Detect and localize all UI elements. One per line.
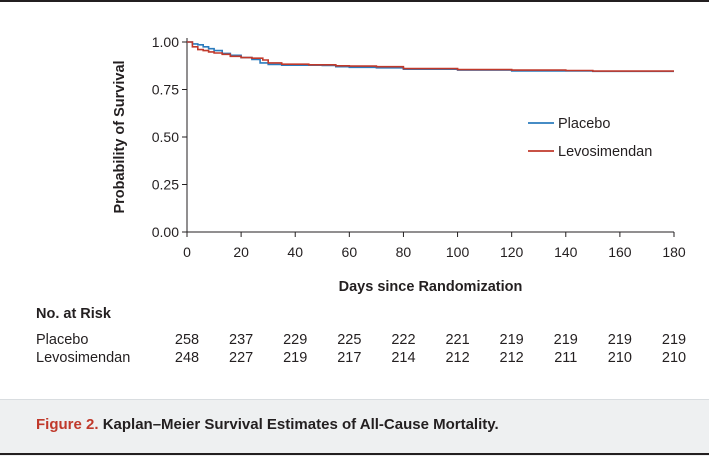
risk-cell: 237 — [229, 332, 254, 348]
risk-row-label: Levosimendan — [36, 350, 131, 366]
risk-cell: 217 — [337, 350, 362, 366]
risk-cell: 219 — [499, 332, 524, 348]
risk-cell: 221 — [445, 332, 470, 348]
risk-cell: 210 — [661, 350, 687, 366]
risk-cell: 219 — [553, 332, 578, 348]
survival-chart: 0 20 40 60 80 100 120 140 160 180 0.00 0.25 0.50 0.75… — [112, 34, 686, 295]
risk-cell: 229 — [283, 332, 308, 348]
risk-row-placebo: Placebo 258 237 229 225 222 221 219 219 219 219 — [0, 332, 709, 350]
y-tick-label: 0.00 — [152, 224, 179, 240]
risk-cell: 222 — [391, 332, 416, 348]
risk-cell: 211 — [554, 350, 578, 366]
x-tick-label: 20 — [233, 244, 249, 260]
risk-cell: 210 — [607, 350, 632, 366]
risk-cell: 227 — [229, 350, 254, 366]
top-rule — [0, 0, 709, 2]
x-tick-label: 40 — [287, 244, 303, 260]
caption-text: Kaplan–Meier Survival Estimates of All-C… — [102, 416, 499, 433]
x-tick-label: 120 — [500, 244, 524, 260]
series-line-placebo — [187, 41, 674, 73]
risk-cell: 258 — [174, 332, 200, 348]
risk-cell: 219 — [283, 350, 308, 366]
risk-cell: 248 — [174, 350, 200, 366]
series-line-levosimendan — [187, 41, 674, 72]
y-axis-title: Probability of Survival — [112, 60, 128, 213]
y-tick-label: 0.25 — [152, 177, 179, 193]
legend-label-levosimendan: Levosimendan — [558, 144, 652, 160]
risk-row-label: Placebo — [36, 332, 89, 348]
risk-cell: 219 — [661, 332, 687, 348]
y-tick-label: 0.75 — [152, 82, 179, 98]
risk-cell: 214 — [391, 350, 416, 366]
legend-label-placebo: Placebo — [558, 116, 610, 132]
x-tick-label: 160 — [608, 244, 632, 260]
risk-row-levosimendan: Levosimendan 248 227 219 217 214 212 212 211 210 2… — [0, 350, 709, 368]
bottom-rule — [0, 453, 709, 455]
risk-cell: 225 — [337, 332, 362, 348]
x-tick-label: 140 — [554, 244, 578, 260]
x-tick-label: 0 — [183, 244, 191, 260]
risk-table-title: No. at Risk — [36, 306, 111, 322]
y-tick-label: 0.50 — [152, 129, 179, 145]
risk-cell: 212 — [445, 350, 470, 366]
x-tick-label: 60 — [342, 244, 358, 260]
x-tick-label: 180 — [662, 244, 686, 260]
risk-cell: 212 — [499, 350, 524, 366]
figure-caption: Figure 2. Kaplan–Meier Survival Estimate… — [36, 416, 499, 433]
x-tick-label: 80 — [396, 244, 412, 260]
y-tick-label: 1.00 — [152, 34, 179, 50]
x-axis-title: Days since Randomization — [339, 279, 523, 295]
caption-label: Figure 2. — [36, 416, 99, 433]
risk-cell: 219 — [607, 332, 632, 348]
caption-box: Figure 2. Kaplan–Meier Survival Estimate… — [0, 399, 709, 456]
risk-table: No. at Risk Placebo 258 237 229 225 222 221 219… — [0, 306, 709, 376]
x-tick-label: 100 — [446, 244, 470, 260]
